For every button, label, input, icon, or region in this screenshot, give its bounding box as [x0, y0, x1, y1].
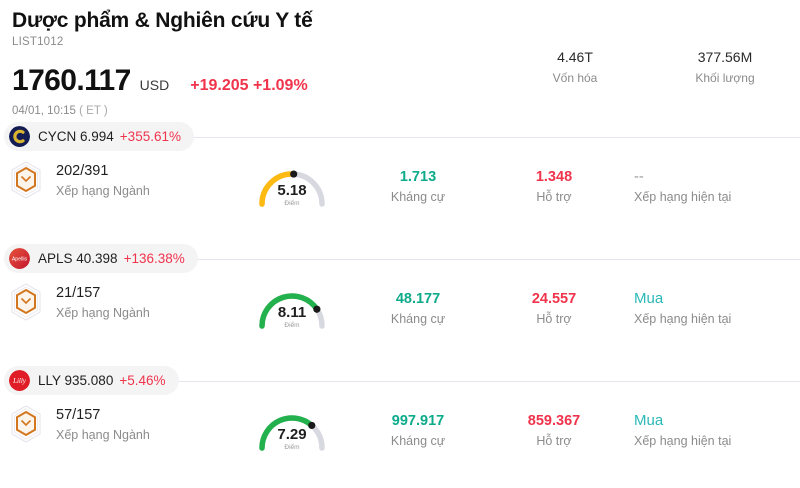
industry-rank-label: Xếp hạng Ngành	[56, 428, 150, 442]
score-value: 7.29	[277, 426, 307, 443]
header-stats: 4.46T Vốn hóa 377.56M Khối lượng	[500, 48, 800, 85]
page-title: Dược phẩm & Nghiên cứu Y tế	[12, 9, 313, 32]
svg-text:Apellis: Apellis	[12, 256, 28, 262]
industry-rank-medal-icon	[8, 404, 44, 444]
current-rating-label: Xếp hạng hiện tại	[634, 190, 732, 204]
ticker-and-price: LLY 935.080	[38, 373, 114, 388]
resistance-value: 1.713	[399, 169, 437, 185]
stock-metrics: 57/157 Xếp hạng Ngành 7.29 Điểm 997.917 Kháng…	[0, 398, 800, 456]
rank-text-group: 57/157 Xếp hạng Ngành	[56, 406, 150, 442]
score-value: 5.18	[277, 182, 307, 199]
support-cell: 24.557 Hỗ trợ	[486, 282, 622, 326]
current-rating-value: Mua	[634, 290, 664, 307]
resistance-label: Kháng cự	[390, 312, 446, 326]
industry-rank-value: 57/157	[56, 407, 101, 423]
score-value: 8.11	[277, 304, 307, 321]
header: Dược phẩm & Nghiên cứu Y tế LIST1012 176…	[0, 0, 800, 122]
ticker-and-price: CYCN 6.994	[38, 129, 114, 144]
quote-timestamp: 04/01, 10:15 ( ET )	[12, 105, 788, 117]
industry-rank-medal-icon	[8, 282, 44, 322]
resistance-value: 997.917	[391, 413, 445, 429]
row-divider	[4, 137, 800, 138]
support-label: Hỗ trợ	[536, 434, 572, 448]
timestamp-value: 04/01, 10:15	[12, 105, 76, 117]
score-gauge-cell: 7.29 Điểm	[234, 404, 350, 456]
cycn-logo-icon	[9, 126, 30, 147]
stock-header: Lilly LLY 935.080 +5.46%	[0, 366, 800, 398]
current-rating-value: --	[634, 169, 644, 185]
score-unit-label: Điểm	[284, 322, 300, 329]
score-unit-label: Điểm	[284, 200, 300, 207]
resistance-label: Kháng cự	[390, 434, 446, 448]
resistance-value: 48.177	[395, 291, 441, 307]
stock-row[interactable]: CYCN 6.994 +355.61% 202/391 Xếp hạng Ngành 5…	[0, 122, 800, 244]
score-gauge-cell: 8.11 Điểm	[234, 282, 350, 334]
ticker-change-pct: +136.38%	[123, 251, 185, 266]
support-cell: 1.348 Hỗ trợ	[486, 160, 622, 204]
industry-rank-label: Xếp hạng Ngành	[56, 184, 150, 198]
industry-rank-cell: 21/157 Xếp hạng Ngành	[0, 282, 234, 322]
score-unit-label: Điểm	[284, 444, 300, 451]
current-rating-label: Xếp hạng hiện tại	[634, 434, 732, 448]
rating-cell: -- Xếp hạng hiện tại	[622, 160, 782, 204]
resistance-cell: 48.177 Kháng cự	[350, 282, 486, 326]
score-gauge: 7.29 Điểm	[246, 404, 338, 456]
row-divider	[4, 381, 800, 382]
lly-logo-icon: Lilly	[9, 370, 30, 391]
current-rating-value: Mua	[634, 412, 664, 429]
stock-row[interactable]: Apellis APLS 40.398 +136.38% 21/157 Xếp hạng…	[0, 244, 800, 366]
industry-rank-value: 202/391	[56, 163, 109, 179]
stock-metrics: 21/157 Xếp hạng Ngành 8.11 Điểm 48.177 Kháng …	[0, 276, 800, 334]
industry-rank-cell: 57/157 Xếp hạng Ngành	[0, 404, 234, 444]
score-gauge: 5.18 Điểm	[246, 160, 338, 212]
list-code: LIST1012	[12, 36, 64, 48]
svg-text:Lilly: Lilly	[12, 377, 27, 385]
industry-rank-cell: 202/391 Xếp hạng Ngành	[0, 160, 234, 200]
rating-cell: Mua Xếp hạng hiện tại	[622, 282, 782, 326]
stock-metrics: 202/391 Xếp hạng Ngành 5.18 Điểm 1.713 Kháng …	[0, 154, 800, 212]
index-change: +19.205 +1.09%	[190, 77, 308, 94]
stock-header: Apellis APLS 40.398 +136.38%	[0, 244, 800, 276]
industry-rank-value: 21/157	[56, 285, 101, 301]
support-label: Hỗ trợ	[536, 190, 572, 204]
rank-text-group: 202/391 Xếp hạng Ngành	[56, 162, 150, 198]
support-label: Hỗ trợ	[536, 312, 572, 326]
stat-value: 377.56M	[697, 49, 753, 65]
support-cell: 859.367 Hỗ trợ	[486, 404, 622, 448]
stat-label: Vốn hóa	[552, 71, 598, 85]
quote-row: 1760.117 USD +19.205 +1.09%	[12, 64, 788, 98]
current-rating-label: Xếp hạng hiện tại	[634, 312, 732, 326]
resistance-cell: 997.917 Kháng cự	[350, 404, 486, 448]
stat-label: Khối lượng	[695, 71, 755, 85]
industry-rank-medal-icon	[8, 160, 44, 200]
support-value: 859.367	[527, 413, 581, 429]
ticker-and-price: APLS 40.398	[38, 251, 118, 266]
stat-market-cap: 4.46T Vốn hóa	[500, 48, 650, 85]
apls-logo-icon: Apellis	[9, 248, 30, 269]
score-gauge-cell: 5.18 Điểm	[234, 160, 350, 212]
stat-volume: 377.56M Khối lượng	[650, 48, 800, 85]
support-value: 1.348	[535, 169, 573, 185]
score-gauge: 8.11 Điểm	[246, 282, 338, 334]
stat-value: 4.46T	[557, 49, 593, 65]
support-value: 24.557	[531, 291, 577, 307]
rank-text-group: 21/157 Xếp hạng Ngành	[56, 284, 150, 320]
industry-rank-label: Xếp hạng Ngành	[56, 306, 150, 320]
rating-cell: Mua Xếp hạng hiện tại	[622, 404, 782, 448]
resistance-cell: 1.713 Kháng cự	[350, 160, 486, 204]
ticker-change-pct: +5.46%	[119, 373, 166, 388]
resistance-label: Kháng cự	[390, 190, 446, 204]
ticker-pill[interactable]: Lilly LLY 935.080 +5.46%	[4, 366, 179, 395]
row-divider	[4, 259, 800, 260]
stock-list: CYCN 6.994 +355.61% 202/391 Xếp hạng Ngành 5…	[0, 122, 800, 488]
stock-header: CYCN 6.994 +355.61%	[0, 122, 800, 154]
ticker-change-pct: +355.61%	[119, 129, 181, 144]
index-price: 1760.117	[12, 64, 131, 97]
timestamp-zone: ( ET )	[79, 105, 108, 117]
currency-label: USD	[139, 77, 170, 93]
ticker-pill[interactable]: Apellis APLS 40.398 +136.38%	[4, 244, 198, 273]
stock-row[interactable]: Lilly LLY 935.080 +5.46% 57/157 Xếp hạng Ngà…	[0, 366, 800, 488]
ticker-pill[interactable]: CYCN 6.994 +355.61%	[4, 122, 194, 151]
